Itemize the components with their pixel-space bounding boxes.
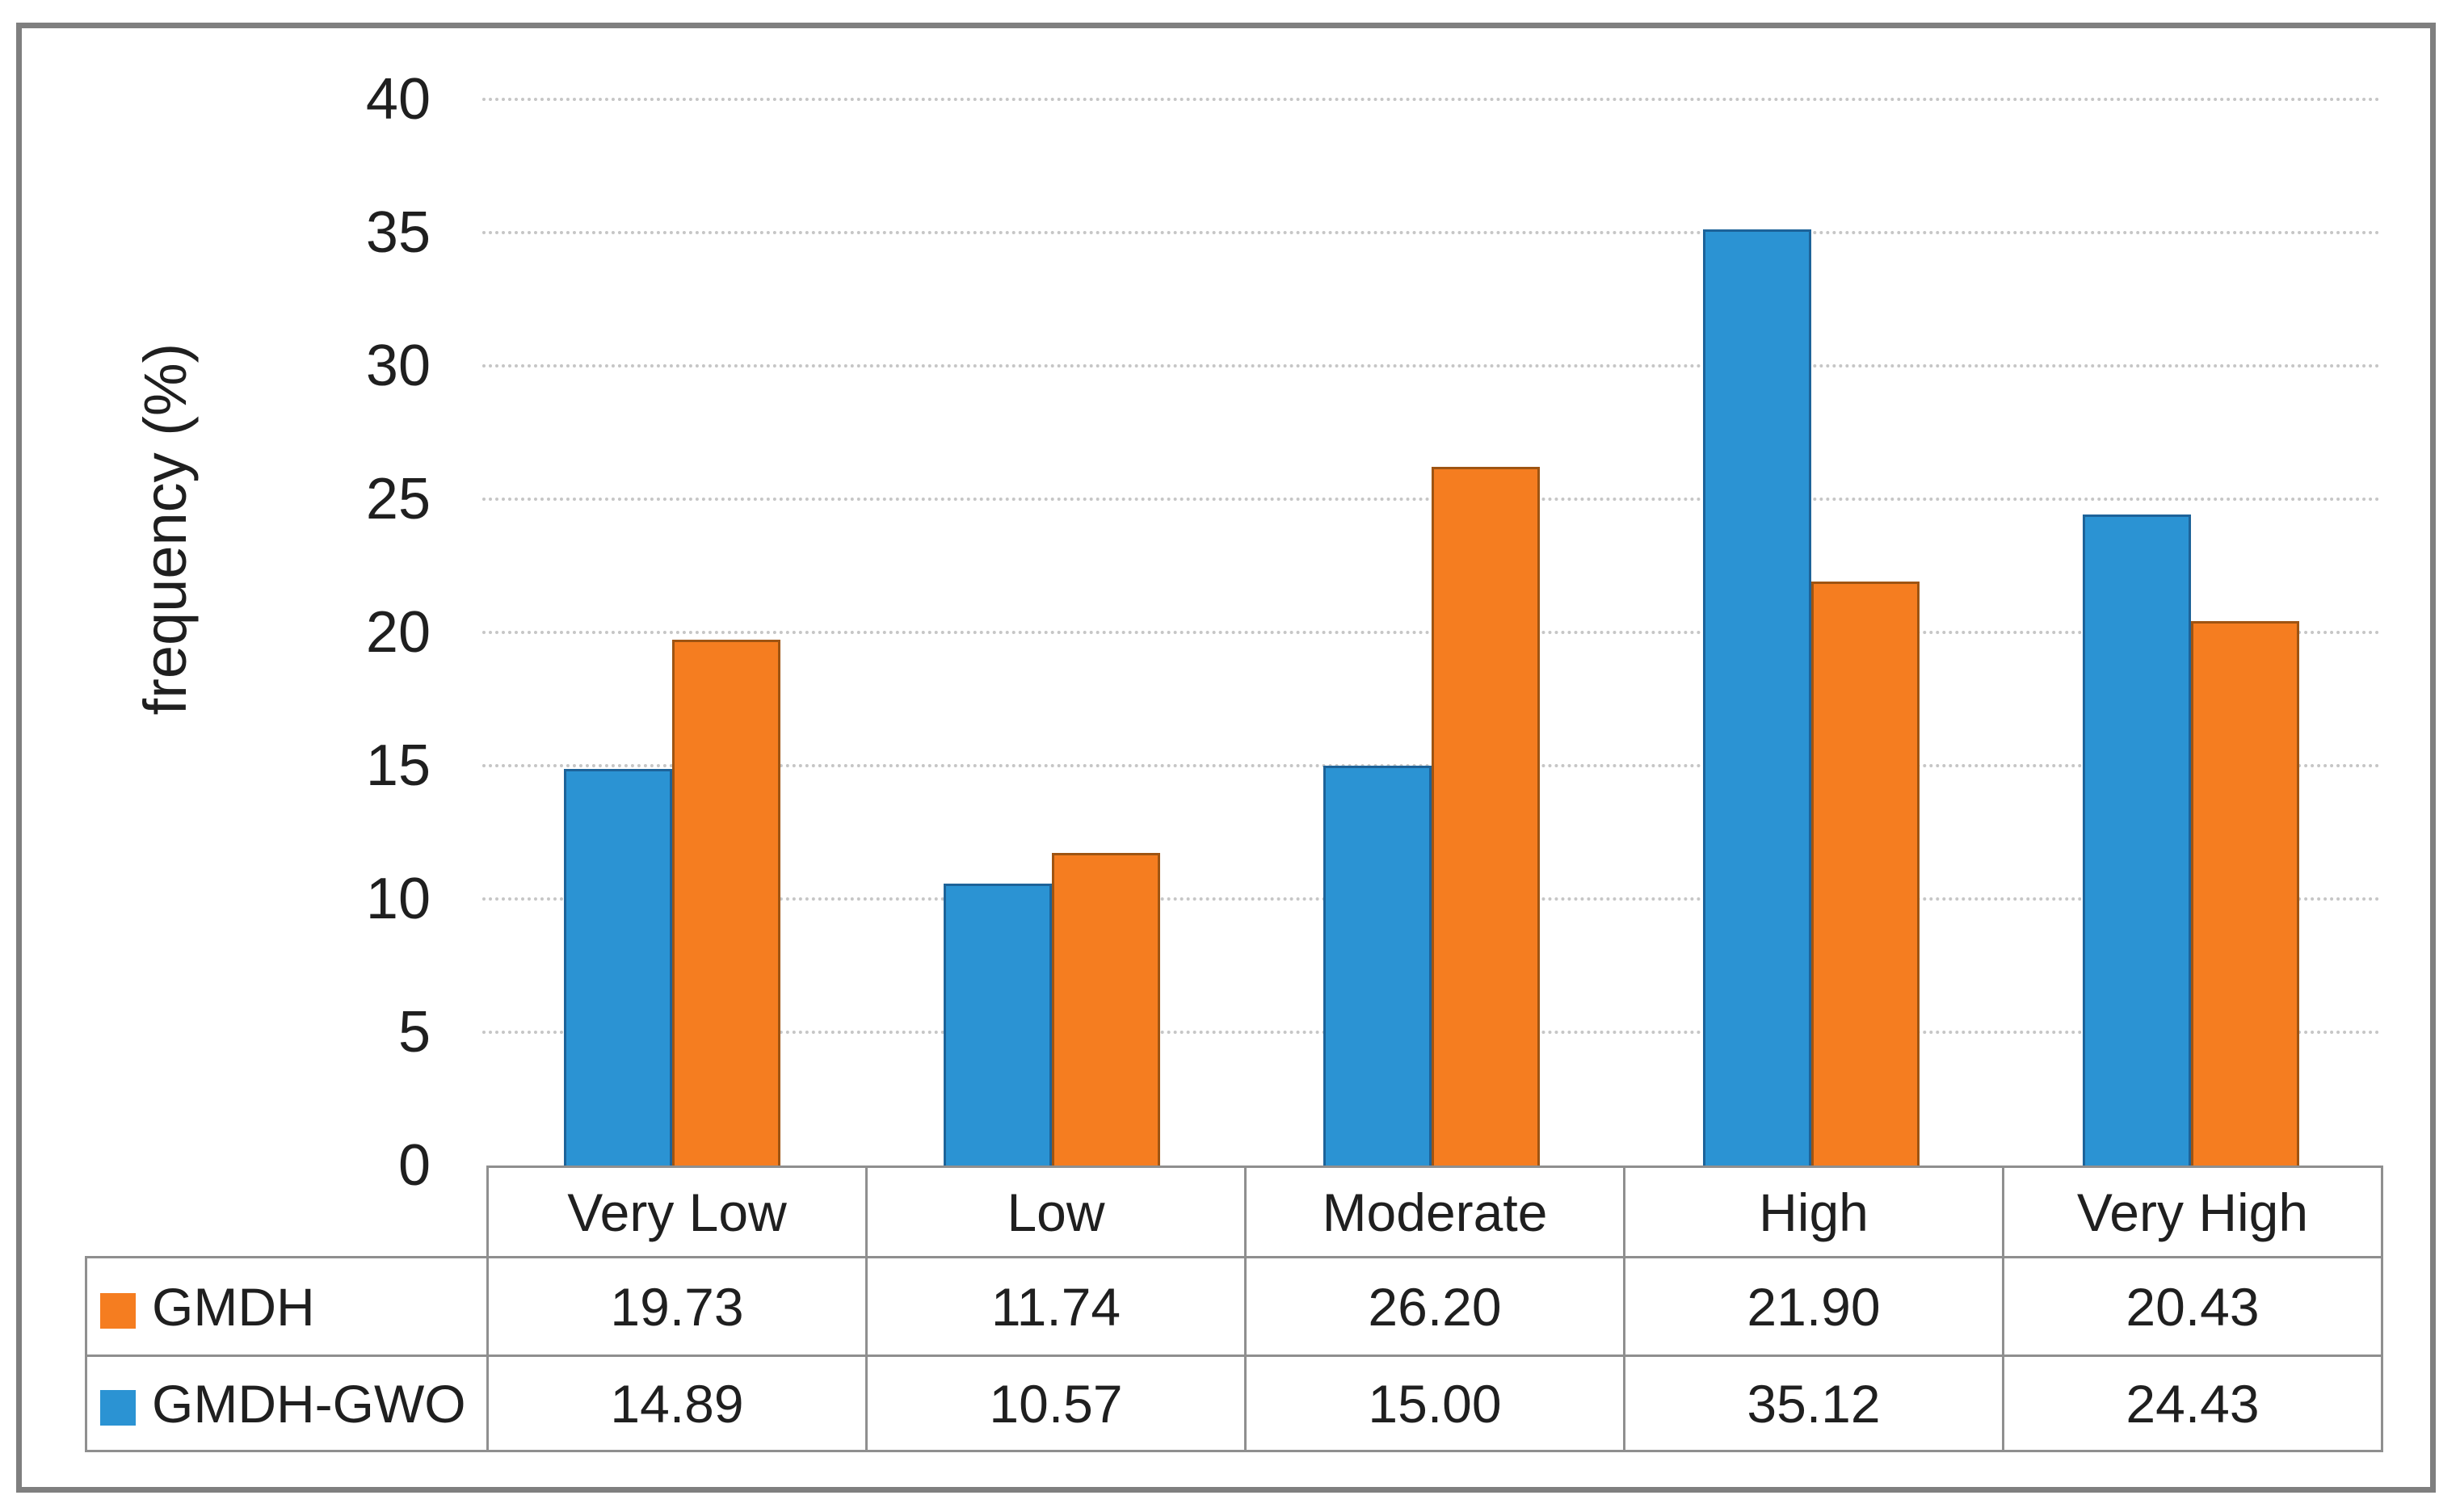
bar-groups — [482, 99, 2381, 1166]
value-cell: 35.12 — [1623, 1354, 2004, 1452]
gridline — [482, 231, 2381, 234]
gridline — [482, 364, 2381, 368]
legend-swatch — [100, 1292, 136, 1329]
table-spacer-cell — [86, 1166, 489, 1258]
value-cell: 21.90 — [1623, 1256, 2004, 1357]
legend-cell: GMDH-GWO — [85, 1354, 489, 1452]
value-cell: 15.00 — [1244, 1354, 1625, 1452]
bar-gmdh — [1432, 467, 1540, 1166]
table-header-cell: Moderate — [1244, 1166, 1625, 1258]
bar-gmdh — [1052, 852, 1160, 1166]
data-table: Very Low Low Moderate High Very High GMDH 19.7… — [85, 1166, 2383, 1452]
value-cell: 19.73 — [486, 1256, 868, 1357]
y-tick-label: 30 — [365, 334, 431, 398]
plot-area — [482, 98, 2381, 1166]
value-cell: 10.57 — [865, 1354, 1247, 1452]
y-tick-label: 25 — [365, 467, 431, 531]
legend-label: GMDH-GWO — [152, 1373, 466, 1434]
table-row: GMDH-GWO 14.89 10.57 15.00 35.12 24.43 — [85, 1354, 2383, 1452]
bar-gmdh-gwo — [2083, 514, 2191, 1166]
value-cell: 20.43 — [2002, 1256, 2383, 1357]
figure-frame: frequency (%) 0 5 10 15 20 25 30 35 40 Very Low L… — [16, 23, 2436, 1493]
value-cell: 14.89 — [486, 1354, 868, 1452]
y-tick-label: 10 — [365, 867, 431, 931]
bar-gmdh-gwo — [564, 768, 672, 1166]
y-tick-label: 5 — [397, 1000, 431, 1065]
bar-gmdh — [2191, 620, 2299, 1166]
value-cell: 26.20 — [1244, 1256, 1625, 1357]
value-cell: 24.43 — [2002, 1354, 2383, 1452]
y-axis-ticks: 0 5 10 15 20 25 30 35 40 — [22, 28, 2430, 1487]
y-tick-label: 15 — [365, 733, 431, 798]
bar-group — [2083, 99, 2299, 1166]
table-header-cell: High — [1623, 1166, 2004, 1258]
value-cell: 11.74 — [865, 1256, 1247, 1357]
legend-swatch — [100, 1389, 136, 1426]
legend-label: GMDH — [152, 1276, 315, 1337]
table-row: GMDH 19.73 11.74 26.20 21.90 20.43 — [85, 1256, 2383, 1357]
y-tick-label: 20 — [365, 600, 431, 665]
bar-group — [1703, 99, 1920, 1166]
legend-cell: GMDH — [85, 1256, 489, 1357]
gridline — [482, 98, 2381, 101]
bar-group — [564, 99, 780, 1166]
table-body: Very Low Low Moderate High Very High GMDH 19.7… — [85, 1166, 2383, 1452]
bar-gmdh — [1811, 582, 1920, 1166]
table-header-cell: Low — [865, 1166, 1247, 1258]
bar-gmdh-gwo — [1703, 229, 1811, 1166]
bar-gmdh-gwo — [1323, 766, 1432, 1166]
bar-gmdh — [672, 639, 780, 1166]
table-header-cell: Very Low — [486, 1166, 868, 1258]
bar-gmdh-gwo — [944, 884, 1052, 1166]
table-header-cell: Very High — [2002, 1166, 2383, 1258]
bar-group — [1323, 99, 1540, 1166]
y-tick-label: 35 — [365, 200, 431, 265]
y-tick-label: 40 — [365, 67, 431, 132]
bar-group — [944, 99, 1160, 1166]
